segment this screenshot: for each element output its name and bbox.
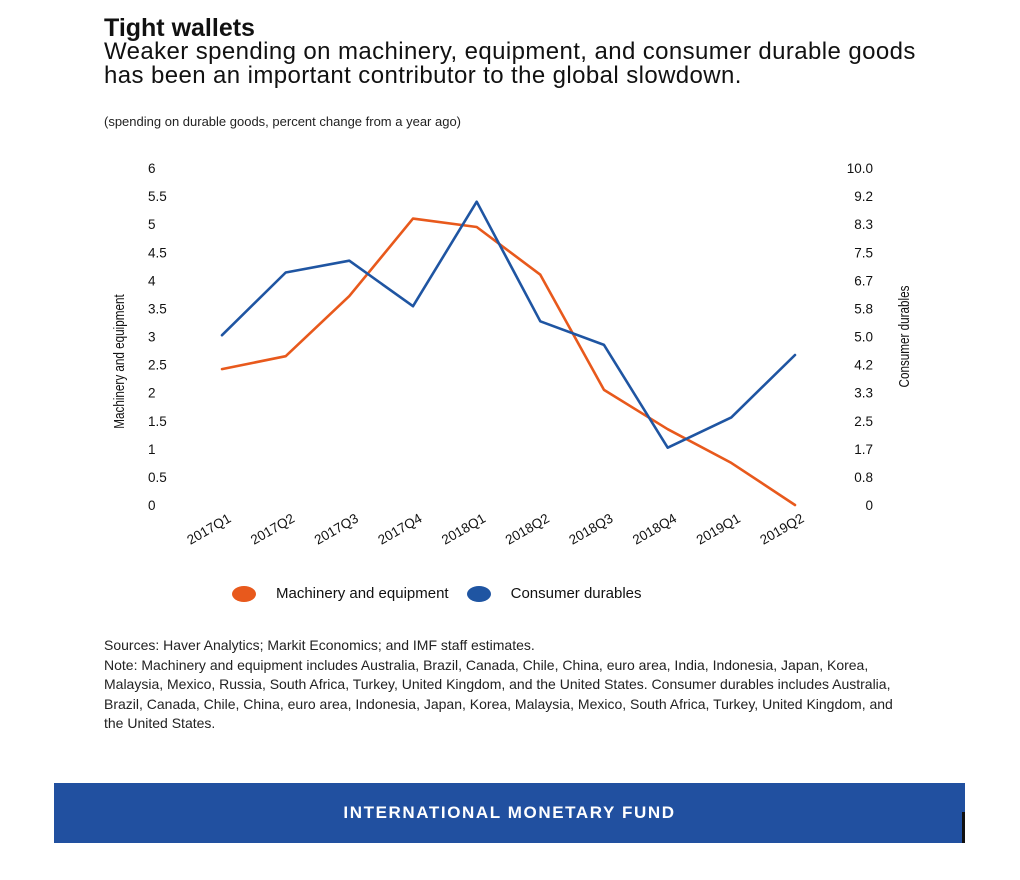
legend-swatch-machinery <box>232 585 256 602</box>
y2-tick-label: 2.5 <box>854 414 873 429</box>
y-tick-label: 5.5 <box>148 189 167 204</box>
y-tick-label: 3.5 <box>148 301 167 316</box>
y-tick-label: 4.5 <box>148 245 167 260</box>
legend-swatch-durables <box>466 585 491 602</box>
y2-tick-label: 0 <box>865 498 873 513</box>
chart-subtitle: Weaker spending on machinery, equipment,… <box>104 38 916 89</box>
y2-tick-label: 9.2 <box>854 189 873 204</box>
unit-note: (spending on durable goods, percent chan… <box>104 114 462 129</box>
notes: Sources: Haver Analytics; Markit Economi… <box>104 636 904 734</box>
legend-item-machinery: Machinery and equipment <box>232 585 449 602</box>
x-tick-label: 2018Q1 <box>439 511 488 548</box>
banner-text: INTERNATIONAL MONETARY FUND <box>343 803 676 822</box>
y2-tick-label: 8.3 <box>854 217 873 232</box>
legend: Machinery and equipment Consumer durable… <box>232 585 660 602</box>
line-chart: 0 0.5 1 1.5 2 2.5 3 3.5 4 4.5 5 5.5 6 0 0.8 1.7 2.5 3.3 4.… <box>111 161 913 548</box>
y-tick-label: 4 <box>148 273 156 288</box>
y2-tick-label: 10.0 <box>847 161 873 176</box>
y-axis-title: Machinery and equipment <box>111 294 128 429</box>
y2-tick-label: 6.7 <box>854 273 873 288</box>
y2-tick-label: 7.5 <box>854 245 873 260</box>
y2-tick-label: 4.2 <box>854 358 873 373</box>
x-tick-label: 2018Q4 <box>630 510 680 547</box>
x-tick-label: 2018Q3 <box>566 511 615 548</box>
note-text: Note: Machinery and equipment includes A… <box>104 656 893 732</box>
legend-label-durables: Consumer durables <box>510 585 642 602</box>
y-tick-label: 3 <box>148 330 156 345</box>
y-tick-label: 0 <box>148 498 156 513</box>
y2-tick-label: 0.8 <box>854 470 873 485</box>
x-tick-label: 2017Q4 <box>375 510 425 547</box>
x-tick-label: 2017Q1 <box>184 511 233 548</box>
x-tick-label: 2019Q2 <box>757 511 806 548</box>
imf-banner: INTERNATIONAL MONETARY FUND <box>54 783 965 843</box>
y-tick-label: 2 <box>148 386 156 401</box>
x-tick-label: 2018Q2 <box>503 511 552 548</box>
legend-label-machinery: Machinery and equipment <box>276 585 449 602</box>
y-tick-label: 5 <box>148 217 156 232</box>
chart-title: Tight wallets <box>104 14 255 42</box>
y2-tick-label: 5.0 <box>854 330 873 345</box>
x-tick-label: 2017Q2 <box>248 511 297 548</box>
y-tick-label: 2.5 <box>148 358 167 373</box>
sources-text: Sources: Haver Analytics; Markit Economi… <box>104 637 535 653</box>
series-line-durables <box>220 200 797 450</box>
x-tick-label: 2017Q3 <box>312 511 361 548</box>
legend-item-durables: Consumer durables <box>466 585 642 602</box>
y2-tick-label: 1.7 <box>854 442 873 457</box>
x-tick-label: 2019Q1 <box>694 511 743 548</box>
y2-tick-label: 5.8 <box>854 301 873 316</box>
y2-tick-label: 3.3 <box>854 386 873 401</box>
y-tick-label: 0.5 <box>148 470 167 485</box>
banner-edge-divider <box>962 812 965 843</box>
series-line-machinery <box>220 217 797 507</box>
y2-axis-title: Consumer durables <box>896 285 913 387</box>
y-tick-label: 1.5 <box>148 414 167 429</box>
y-tick-label: 1 <box>148 442 156 457</box>
y-tick-label: 6 <box>148 161 156 176</box>
